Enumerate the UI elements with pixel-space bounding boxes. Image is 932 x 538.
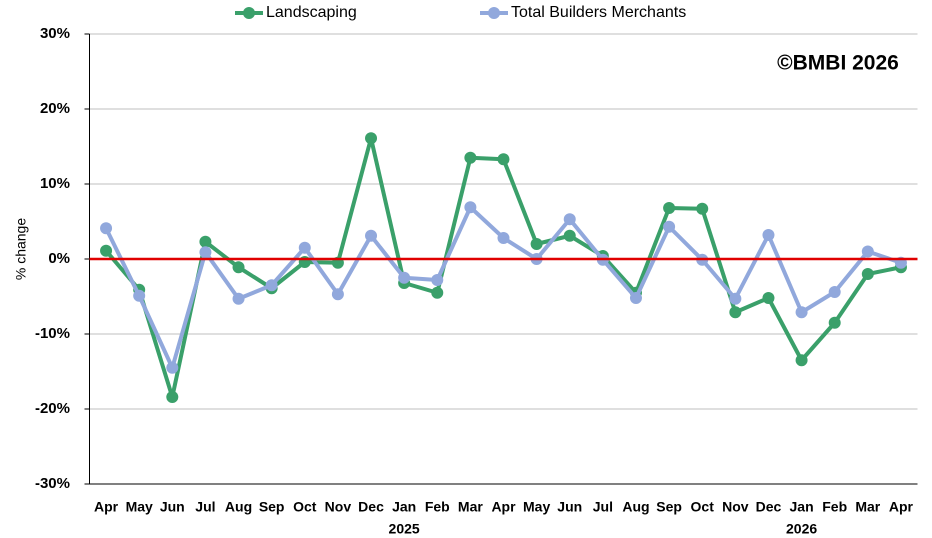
data-point (729, 306, 742, 319)
data-point (464, 201, 477, 214)
data-point (497, 153, 510, 166)
data-point (828, 316, 841, 329)
x-tick-label: Jan (392, 499, 416, 515)
data-point (232, 292, 245, 305)
y-tick-label: -10% (35, 325, 70, 342)
x-tick-label: Feb (425, 499, 450, 515)
data-point (166, 361, 179, 374)
annotation: ©BMBI 2026 (777, 52, 899, 75)
x-tick-label: Sep (259, 499, 285, 515)
x-tick-label: May (126, 499, 153, 515)
data-point (795, 354, 808, 367)
y-axis-label: % change (13, 218, 29, 280)
data-point (431, 286, 444, 299)
x-tick-label: Oct (691, 499, 715, 515)
legend-label: Landscaping (266, 4, 357, 21)
x-tick-label: Aug (225, 499, 252, 515)
data-point (729, 292, 742, 305)
legend-marker (488, 7, 500, 19)
data-point (497, 232, 510, 244)
x-tick-label: Jan (790, 499, 814, 515)
x-tick-label: Jul (593, 499, 613, 515)
x-tick-label: Jun (557, 499, 582, 515)
x-tick-label: Oct (293, 499, 317, 515)
y-tick-label: -20% (35, 400, 70, 417)
data-point (696, 202, 709, 215)
data-point (100, 222, 113, 235)
data-point (331, 288, 344, 301)
data-point (663, 220, 676, 233)
x-tick-label: Apr (491, 499, 516, 515)
data-point (133, 289, 146, 302)
series-line (104, 205, 902, 370)
data-point (199, 235, 212, 248)
legend-label: Total Builders Merchants (511, 4, 686, 21)
year-label: 2026 (786, 521, 817, 537)
x-tick-label: Jul (195, 499, 215, 515)
data-point (563, 229, 576, 242)
x-tick-label: Jun (160, 499, 185, 515)
data-point (166, 391, 179, 403)
data-point (464, 151, 477, 164)
y-tick-label: -30% (35, 475, 70, 492)
x-tick-label: Apr (94, 499, 119, 515)
data-point (563, 213, 576, 226)
data-point (530, 238, 543, 250)
x-tick-label: Mar (458, 499, 483, 515)
x-tick-label: May (523, 499, 550, 515)
x-tick-label: Nov (325, 499, 352, 515)
data-point (861, 245, 874, 258)
data-point (100, 244, 113, 257)
data-point (298, 241, 311, 254)
data-point (431, 274, 444, 286)
x-tick-label: Nov (722, 499, 749, 515)
x-tick-label: Dec (358, 499, 384, 515)
y-tick-label: 30% (40, 25, 70, 42)
data-point (199, 246, 212, 259)
y-tick-label: 20% (40, 100, 70, 117)
y-tick-label: 0% (48, 250, 70, 267)
data-point (265, 279, 278, 292)
data-point (398, 271, 411, 284)
y-tick-label: 10% (40, 175, 70, 192)
x-tick-label: Apr (889, 499, 914, 515)
data-point (861, 268, 874, 280)
data-point (828, 286, 841, 298)
data-point (762, 292, 775, 304)
data-point (365, 229, 378, 242)
x-tick-label: Feb (822, 499, 847, 515)
x-tick-label: Mar (855, 499, 880, 515)
x-tick-label: Aug (622, 499, 649, 515)
data-point (795, 306, 808, 319)
x-tick-label: Sep (656, 499, 682, 515)
year-label: 2025 (389, 521, 420, 537)
legend-marker (243, 7, 255, 19)
data-point (762, 229, 775, 241)
data-point (365, 132, 378, 145)
x-tick-label: Dec (756, 499, 782, 515)
data-point (629, 292, 642, 304)
data-point (663, 202, 676, 214)
data-point (232, 261, 245, 274)
